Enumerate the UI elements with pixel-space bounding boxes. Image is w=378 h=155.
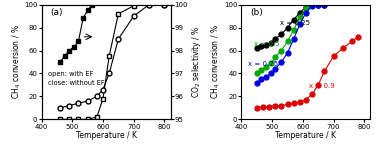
Text: open: with EF: open: with EF — [48, 71, 93, 77]
Text: x = 0.25: x = 0.25 — [280, 20, 310, 26]
Y-axis label: CH$_4$ conversion / %: CH$_4$ conversion / % — [10, 24, 23, 100]
X-axis label: Temperature / K: Temperature / K — [276, 131, 336, 140]
Text: (a): (a) — [51, 8, 63, 17]
Text: x = 0.75: x = 0.75 — [248, 61, 278, 67]
Text: (b): (b) — [251, 8, 263, 17]
Text: x = 0.5: x = 0.5 — [254, 41, 280, 47]
Y-axis label: CO$_2$ selectivity / %: CO$_2$ selectivity / % — [190, 26, 203, 98]
X-axis label: Temperature / K: Temperature / K — [76, 131, 136, 140]
Y-axis label: CH$_4$ conversion / %: CH$_4$ conversion / % — [210, 24, 222, 100]
Text: close: without EF: close: without EF — [48, 80, 105, 86]
Text: x = 0.9: x = 0.9 — [308, 83, 334, 89]
